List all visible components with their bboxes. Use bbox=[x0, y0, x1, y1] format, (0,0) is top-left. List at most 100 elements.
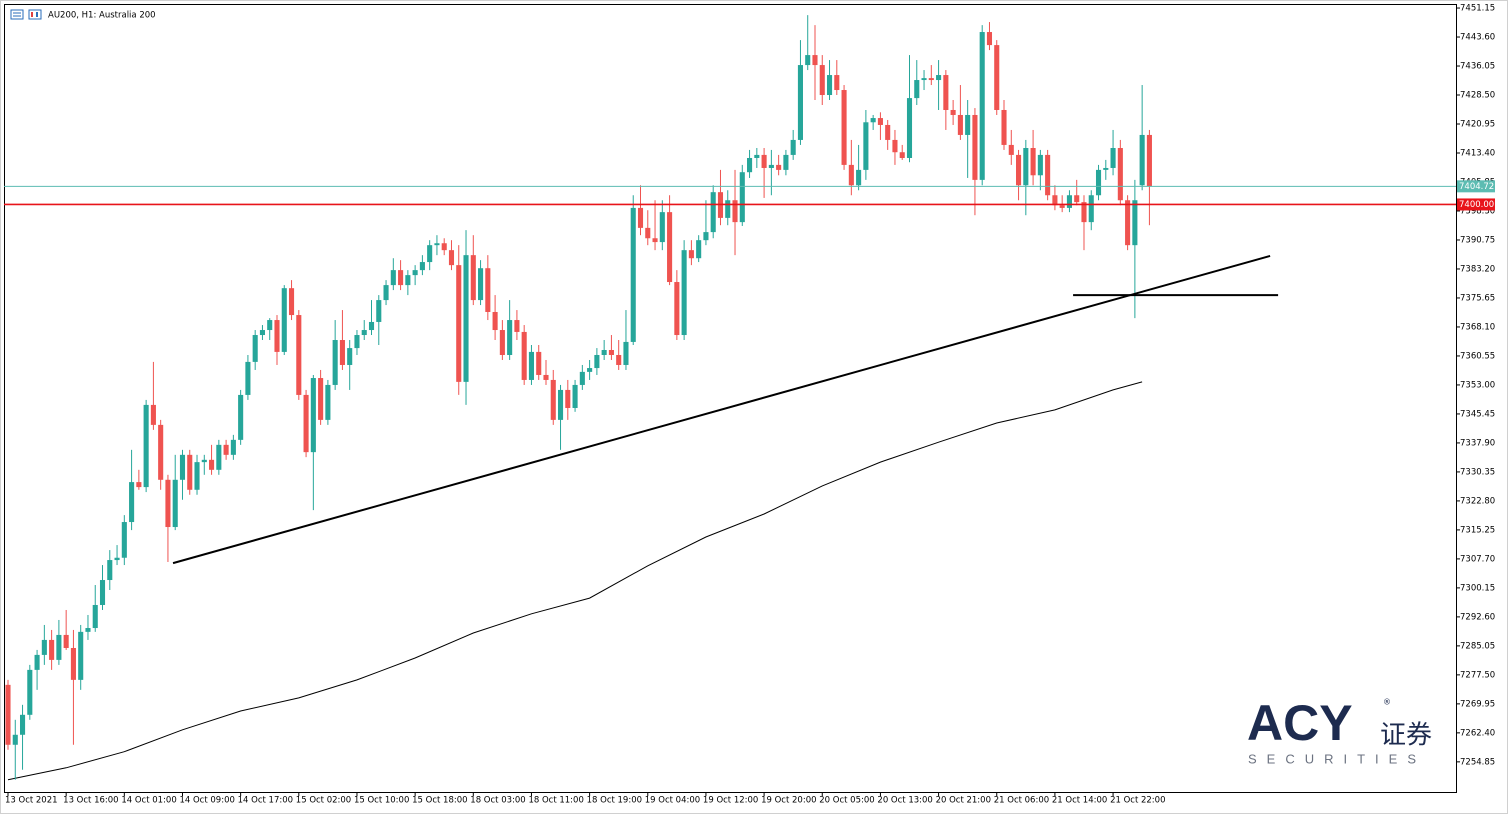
candle-body bbox=[848, 164, 854, 186]
candle-body bbox=[252, 335, 258, 362]
candle-body bbox=[1016, 154, 1022, 186]
y-tick-label: 7420.95 bbox=[1460, 120, 1495, 130]
candle-body bbox=[768, 164, 774, 168]
candle-body bbox=[194, 462, 200, 490]
moving-average bbox=[7, 381, 1143, 781]
candle-body bbox=[659, 212, 665, 243]
y-tick-label: 7390.75 bbox=[1460, 235, 1495, 245]
candle-body bbox=[448, 250, 455, 266]
candle-body bbox=[121, 522, 127, 558]
x-tick-label: 19 Oct 04:00 bbox=[645, 796, 700, 806]
candle-body bbox=[797, 65, 803, 140]
candle-body bbox=[288, 288, 295, 316]
y-tick-label: 7300.15 bbox=[1460, 583, 1495, 593]
y-tick-label: 7368.10 bbox=[1460, 322, 1495, 332]
candle-body bbox=[630, 207, 636, 342]
candle-body bbox=[201, 459, 207, 463]
candle-body bbox=[783, 154, 789, 170]
candle-body bbox=[412, 270, 418, 276]
x-tick-label: 15 Oct 02:00 bbox=[296, 796, 351, 806]
candle-body bbox=[470, 255, 476, 301]
y-tick-label: 7360.55 bbox=[1460, 351, 1495, 361]
candle-body bbox=[499, 330, 505, 355]
y-tick-label: 7254.85 bbox=[1460, 757, 1495, 767]
candle-body bbox=[906, 98, 913, 158]
candle-body bbox=[528, 351, 534, 380]
candle-body bbox=[238, 394, 244, 440]
candle-body bbox=[543, 374, 549, 380]
candle-body bbox=[507, 320, 513, 355]
brand-subtitle: SECURITIES bbox=[1248, 751, 1426, 766]
candle-body bbox=[550, 379, 556, 420]
candle-body bbox=[1008, 144, 1014, 155]
candle-body bbox=[1001, 109, 1007, 145]
candle-body bbox=[1146, 134, 1152, 187]
candle-body bbox=[150, 404, 156, 425]
candle-body bbox=[230, 439, 236, 455]
y-tick-label: 7337.90 bbox=[1460, 438, 1495, 448]
candle-body bbox=[1023, 148, 1029, 186]
candle-body bbox=[1117, 148, 1123, 201]
candle-body bbox=[776, 164, 782, 170]
candle-body bbox=[318, 378, 324, 420]
x-tick-label: 21 Oct 22:00 bbox=[1110, 796, 1165, 806]
candle-body bbox=[681, 250, 687, 336]
x-tick-label: 14 Oct 17:00 bbox=[238, 796, 293, 806]
candle-body bbox=[936, 75, 942, 81]
candle-body bbox=[623, 341, 629, 365]
candle-body bbox=[143, 404, 149, 488]
candle-body bbox=[390, 270, 396, 286]
candle-body bbox=[259, 330, 265, 336]
candle-body bbox=[594, 354, 600, 369]
x-tick-label: 18 Oct 11:00 bbox=[528, 796, 583, 806]
candle-body bbox=[994, 45, 1000, 110]
candle-body bbox=[49, 639, 55, 660]
candle-body bbox=[986, 32, 993, 46]
x-tick-label: 20 Oct 21:00 bbox=[936, 796, 991, 806]
x-tick-label: 19 Oct 12:00 bbox=[703, 796, 758, 806]
price-label: 7404.72 bbox=[1459, 182, 1494, 192]
candle-body bbox=[107, 560, 113, 581]
price-label-box bbox=[1457, 180, 1495, 193]
candle-body bbox=[841, 90, 847, 165]
y-tick-label: 7345.45 bbox=[1460, 409, 1495, 419]
candle-body bbox=[310, 378, 316, 453]
candle-body bbox=[725, 200, 731, 218]
candle-body bbox=[427, 245, 433, 263]
candle-body bbox=[223, 444, 229, 455]
candle-body bbox=[579, 371, 585, 385]
candle-body bbox=[790, 139, 796, 155]
candle-body bbox=[856, 169, 862, 186]
candle-body bbox=[12, 734, 18, 745]
candle-body bbox=[485, 268, 491, 312]
candle-body bbox=[56, 634, 62, 660]
candle-body bbox=[85, 628, 91, 632]
candle-body bbox=[1052, 195, 1058, 206]
x-tick-label: 19 Oct 20:00 bbox=[761, 796, 816, 806]
candle-body bbox=[1139, 134, 1145, 186]
y-tick-label: 7443.60 bbox=[1460, 33, 1495, 43]
candle-body bbox=[826, 75, 833, 96]
candle-body bbox=[27, 669, 33, 715]
y-tick-label: 7262.40 bbox=[1460, 728, 1495, 738]
candle-body bbox=[812, 55, 818, 66]
candle-body bbox=[885, 124, 891, 140]
candle-body bbox=[805, 55, 811, 66]
candle-body bbox=[637, 207, 644, 228]
candle-body bbox=[710, 192, 716, 233]
candle-body bbox=[652, 238, 658, 243]
candle-body bbox=[1030, 148, 1036, 176]
candle-body bbox=[456, 265, 462, 382]
candle-body bbox=[41, 639, 47, 655]
candle-body bbox=[834, 75, 840, 91]
candle-body bbox=[368, 321, 375, 331]
candle-body bbox=[441, 243, 447, 251]
candle-body bbox=[114, 557, 120, 561]
candle-body bbox=[972, 114, 978, 180]
candle-body bbox=[19, 714, 26, 735]
x-tick-label: 21 Oct 06:00 bbox=[994, 796, 1049, 806]
trend-line bbox=[172, 254, 1271, 565]
candle-body bbox=[1103, 167, 1109, 170]
candle-body bbox=[754, 154, 760, 158]
price-label-box bbox=[1457, 198, 1495, 211]
